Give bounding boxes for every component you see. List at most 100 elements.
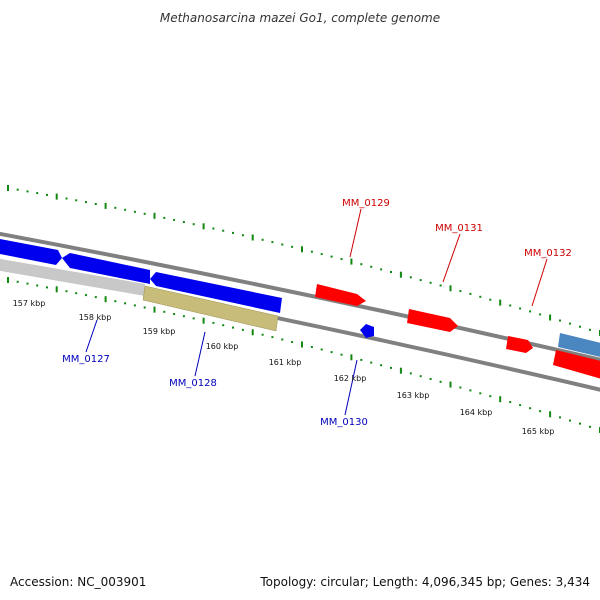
- major-tick: [55, 286, 58, 293]
- minor-tick: [133, 210, 136, 213]
- minor-tick: [143, 306, 146, 309]
- gene-labels: MM_0127 MM_0128 MM_0129 MM_0130 MM_0131 …: [62, 198, 572, 428]
- features: [0, 238, 600, 379]
- minor-tick: [36, 192, 39, 195]
- minor-tick: [589, 328, 591, 331]
- minor-tick: [261, 333, 264, 336]
- major-tick: [104, 202, 107, 209]
- minor-tick: [320, 348, 323, 351]
- gene-mm-0129: [315, 284, 366, 306]
- minor-tick: [75, 199, 78, 202]
- minor-tick: [459, 386, 462, 389]
- major-tick: [549, 411, 552, 418]
- scale-label-157: 157 kbp: [13, 299, 46, 308]
- minor-tick: [291, 245, 294, 248]
- gene-label-mm-0128: MM_0128: [169, 378, 217, 389]
- minor-tick: [114, 300, 117, 303]
- scale-labels: 157 kbp 158 kbp 159 kbp 160 kbp 161 kbp …: [13, 299, 555, 436]
- minor-tick: [519, 307, 522, 310]
- gene-red-right: [553, 350, 600, 379]
- minor-tick: [241, 234, 244, 237]
- minor-tick: [370, 361, 373, 364]
- minor-tick: [380, 268, 383, 271]
- major-tick: [55, 193, 58, 200]
- minor-tick: [380, 364, 383, 367]
- major-tick: [301, 341, 303, 348]
- minor-tick: [539, 410, 542, 413]
- gene-label-mm-0131: MM_0131: [435, 223, 483, 234]
- minor-tick: [16, 280, 19, 283]
- scale-label-163: 163 kbp: [397, 391, 430, 400]
- major-tick: [499, 396, 502, 403]
- minor-tick: [163, 310, 166, 313]
- minor-tick: [429, 281, 432, 284]
- minor-tick: [409, 372, 412, 375]
- minor-tick: [390, 271, 392, 273]
- minor-tick: [261, 238, 264, 241]
- minor-tick: [469, 389, 472, 392]
- olive-feature-mm-0128: [142, 285, 279, 332]
- minor-tick: [26, 190, 29, 193]
- major-tick: [251, 234, 254, 241]
- minor-tick: [241, 328, 244, 331]
- minor-tick: [340, 353, 343, 356]
- minor-tick: [173, 313, 176, 315]
- gene-label-mm-0132: MM_0132: [524, 248, 572, 259]
- scale-label-165: 165 kbp: [522, 427, 555, 436]
- minor-tick: [281, 243, 284, 246]
- minor-tick: [65, 197, 68, 200]
- minor-tick: [489, 298, 492, 301]
- minor-tick: [85, 201, 87, 204]
- minor-tick: [429, 378, 432, 380]
- major-tick: [449, 381, 452, 388]
- minor-tick: [271, 336, 274, 339]
- minor-tick: [46, 193, 48, 196]
- minor-tick: [469, 292, 472, 295]
- minor-tick: [192, 223, 195, 226]
- minor-tick: [330, 255, 333, 258]
- scale-label-161: 161 kbp: [269, 358, 302, 367]
- minor-tick: [330, 351, 333, 354]
- minor-tick: [529, 310, 532, 313]
- minor-tick: [589, 425, 591, 428]
- minor-tick: [559, 319, 561, 322]
- major-tick: [7, 185, 9, 191]
- minor-tick: [281, 338, 284, 341]
- major-tick: [202, 223, 205, 230]
- minor-tick: [232, 326, 234, 329]
- minor-tick: [539, 313, 542, 316]
- major-tick: [350, 258, 353, 265]
- minor-tick: [390, 366, 392, 369]
- minor-tick: [419, 375, 422, 378]
- accession-text: Accession: NC_003901: [10, 575, 147, 589]
- minor-tick: [579, 422, 581, 425]
- minor-tick: [310, 250, 313, 253]
- minor-tick: [291, 341, 294, 343]
- minor-tick: [222, 229, 225, 232]
- major-tick: [202, 317, 205, 324]
- minor-tick: [114, 206, 117, 209]
- minor-tick: [143, 212, 146, 215]
- minor-tick: [310, 346, 313, 348]
- minor-tick: [489, 395, 492, 398]
- minor-tick: [94, 296, 97, 299]
- topology-text: Topology: circular; Length: 4,096,345 bp…: [260, 575, 590, 589]
- gene-mm-0127: [62, 253, 150, 284]
- gene-mm-0128: [150, 272, 282, 313]
- major-tick: [499, 299, 502, 306]
- minor-tick: [370, 265, 373, 268]
- minor-tick: [320, 253, 323, 256]
- minor-tick: [529, 407, 532, 410]
- major-tick: [301, 246, 303, 253]
- minor-tick: [569, 322, 571, 325]
- major-tick: [104, 296, 107, 303]
- scale-label-164: 164 kbp: [460, 408, 493, 417]
- inner-tick-row: [7, 277, 600, 433]
- minor-tick: [509, 401, 512, 404]
- major-tick: [7, 277, 9, 283]
- minor-tick: [182, 221, 185, 223]
- scale-label-158: 158 kbp: [79, 313, 112, 322]
- minor-tick: [340, 258, 343, 261]
- minor-tick: [65, 290, 68, 293]
